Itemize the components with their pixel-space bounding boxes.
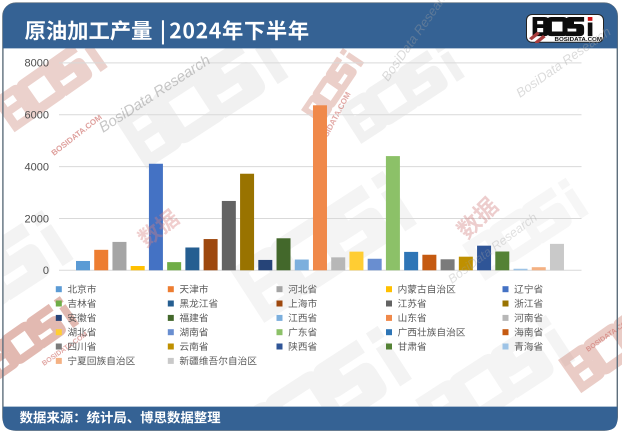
- svg-text:6000: 6000: [25, 110, 49, 122]
- svg-text:4000: 4000: [25, 161, 49, 173]
- svg-text:2000: 2000: [25, 213, 49, 225]
- svg-text:0: 0: [43, 265, 49, 277]
- svg-text:8000: 8000: [25, 58, 49, 70]
- svg-text:BOSIDATA.COM: BOSIDATA.COM: [555, 37, 603, 43]
